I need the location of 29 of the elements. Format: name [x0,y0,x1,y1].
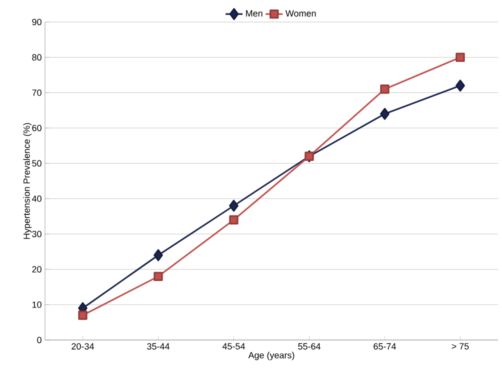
x-tick-label: 45-54 [222,343,245,350]
x-tick-label: 55-64 [298,343,320,350]
point [229,215,238,224]
point [456,80,465,92]
y-tick-label: 40 [32,195,42,202]
point [154,249,163,262]
y-tick-label: 60 [32,124,42,132]
x-tick-label: > 75 [452,343,469,350]
y-tick-label: 90 [32,18,42,26]
x-tick-label: 35-44 [147,343,170,350]
point [456,52,465,62]
point [380,108,390,120]
y-tick-label: 20 [32,266,42,273]
point [229,200,238,212]
point [380,84,390,94]
legend-label: Women [285,10,316,17]
y-tick-label: 70 [32,89,42,96]
point [154,272,163,281]
y-tick-label: 50 [32,160,42,167]
x-tick-label: 20-34 [72,343,94,350]
x-axis-title: Age (years) [248,352,294,360]
x-tick-label: 65-74 [374,343,396,350]
legend-label: Men [246,10,262,17]
y-tick-label: 30 [32,230,42,238]
y-tick-label: 0 [37,336,42,344]
point [78,310,88,320]
y-tick-label: 80 [32,54,42,61]
y-axis-title: Hypertension Prevalence (%) [23,123,32,239]
y-tick-label: 10 [32,301,42,308]
